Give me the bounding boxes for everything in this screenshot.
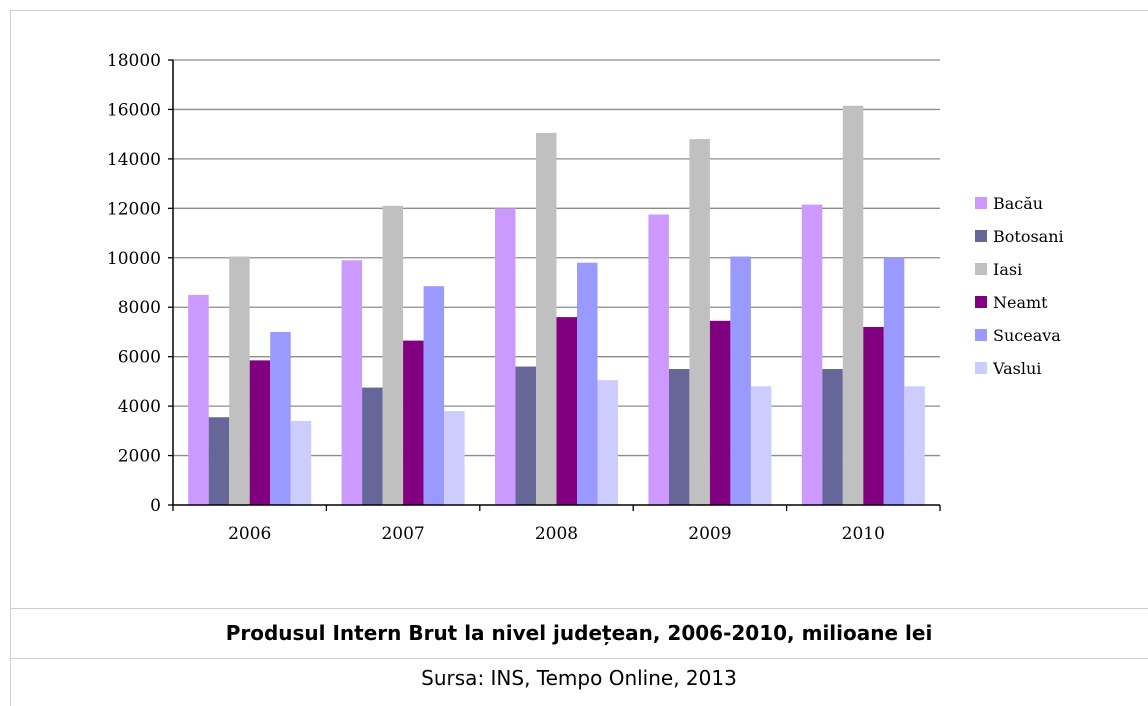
y-tick-label: 8000 [118,298,161,318]
x-tick-label: 2006 [228,524,271,544]
legend-swatch-iasi [975,263,987,275]
bar-chart: 0 2000 4000 6000 8000 10000 12000 14000 16000 180… [107,51,1064,544]
bar-suceava-2009 [730,256,751,505]
y-tick-label: 16000 [107,100,161,120]
y-tick-label: 12000 [107,199,161,219]
legend-label-suceava: Suceava [993,326,1061,345]
bar-botosani-2008 [515,366,536,505]
x-tick-label: 2010 [842,524,885,544]
axes: 0 2000 4000 6000 8000 10000 12000 14000 16000 180… [107,51,941,544]
bar-iasi-2007 [382,205,404,505]
legend-label-botosani: Botosani [993,227,1064,246]
y-tick-label: 4000 [118,397,161,417]
legend-swatch-botosani [975,230,987,242]
bar-vaslui-2009 [750,386,772,505]
bar-vaslui-2006 [290,420,312,505]
bar-botosani-2009 [668,369,690,505]
legend: Bacău Botosani Iasi Neamt Suceava Vaslui [975,194,1064,378]
legend-swatch-neamt [975,296,987,308]
bar-neamt-2007 [403,340,424,505]
x-tick-label: 2008 [535,524,578,544]
bar-suceava-2010 [883,257,905,505]
bar-neamt-2006 [249,360,271,505]
bar-iasi-2009 [689,139,710,505]
legend-swatch-suceava [975,329,987,341]
bar-neamt-2009 [709,320,731,505]
bar-vaslui-2007 [444,411,465,505]
figure-frame [10,10,1148,706]
legend-label-vaslui: Vaslui [992,359,1041,378]
y-tick-label: 6000 [118,348,161,368]
bar-neamt-2010 [863,327,884,505]
bars [188,105,925,506]
y-tick-label: 0 [150,496,161,516]
bar-bac-u-2006 [188,294,209,505]
bar-suceava-2008 [577,262,598,505]
bar-vaslui-2008 [597,380,618,505]
bar-iasi-2006 [229,256,250,505]
bar-bac-u-2009 [648,214,669,505]
bar-botosani-2006 [208,417,230,505]
y-tick-label: 18000 [107,51,161,71]
bar-botosani-2010 [822,369,843,505]
bar-iasi-2008 [536,132,557,506]
y-tick-label: 10000 [107,249,161,269]
legend-label-iasi: Iasi [993,260,1022,279]
bar-suceava-2006 [270,331,291,505]
y-tick-label: 14000 [107,150,161,170]
bar-vaslui-2010 [904,386,925,505]
legend-label-neamt: Neamt [993,293,1048,312]
legend-swatch-bac-u [975,197,987,209]
bar-suceava-2007 [423,286,445,505]
bar-bac-u-2008 [495,208,516,506]
bar-bac-u-2010 [801,204,823,505]
legend-label-bac-u: Bacău [993,194,1043,213]
x-tick-label: 2007 [381,524,424,544]
y-tick-label: 2000 [118,447,161,467]
x-tick-label: 2009 [688,524,731,544]
bar-bac-u-2007 [341,260,363,505]
chart-source: Sursa: INS, Tempo Online, 2013 [421,666,737,690]
bar-neamt-2008 [556,317,577,505]
chart-title: Produsul Intern Brut la nivel județean, … [10,608,1148,659]
bar-botosani-2007 [362,387,383,505]
bar-iasi-2010 [842,105,864,505]
legend-swatch-vaslui [975,362,987,374]
